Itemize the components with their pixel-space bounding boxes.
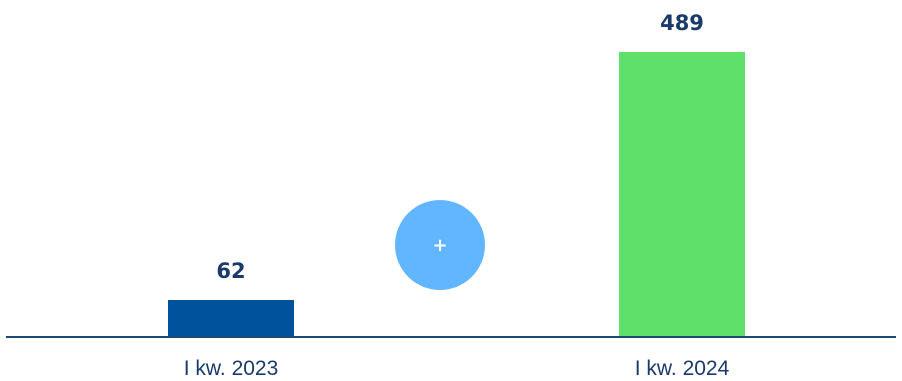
value-label-2: 489 (660, 11, 704, 35)
change-indicator: + (395, 200, 485, 290)
bars-layer (168, 52, 745, 336)
plus-sign: + (432, 235, 447, 256)
category-label-2: I kw. 2024 (635, 357, 730, 380)
plus-circle-icon (395, 200, 485, 290)
bar-1 (168, 299, 294, 336)
category-label-1: I kw. 2023 (184, 357, 279, 380)
value-label-1: 62 (216, 259, 245, 283)
bar-2 (619, 52, 745, 336)
labels-layer: 62 I kw. 2023 489 I kw. 2024 (184, 11, 730, 380)
